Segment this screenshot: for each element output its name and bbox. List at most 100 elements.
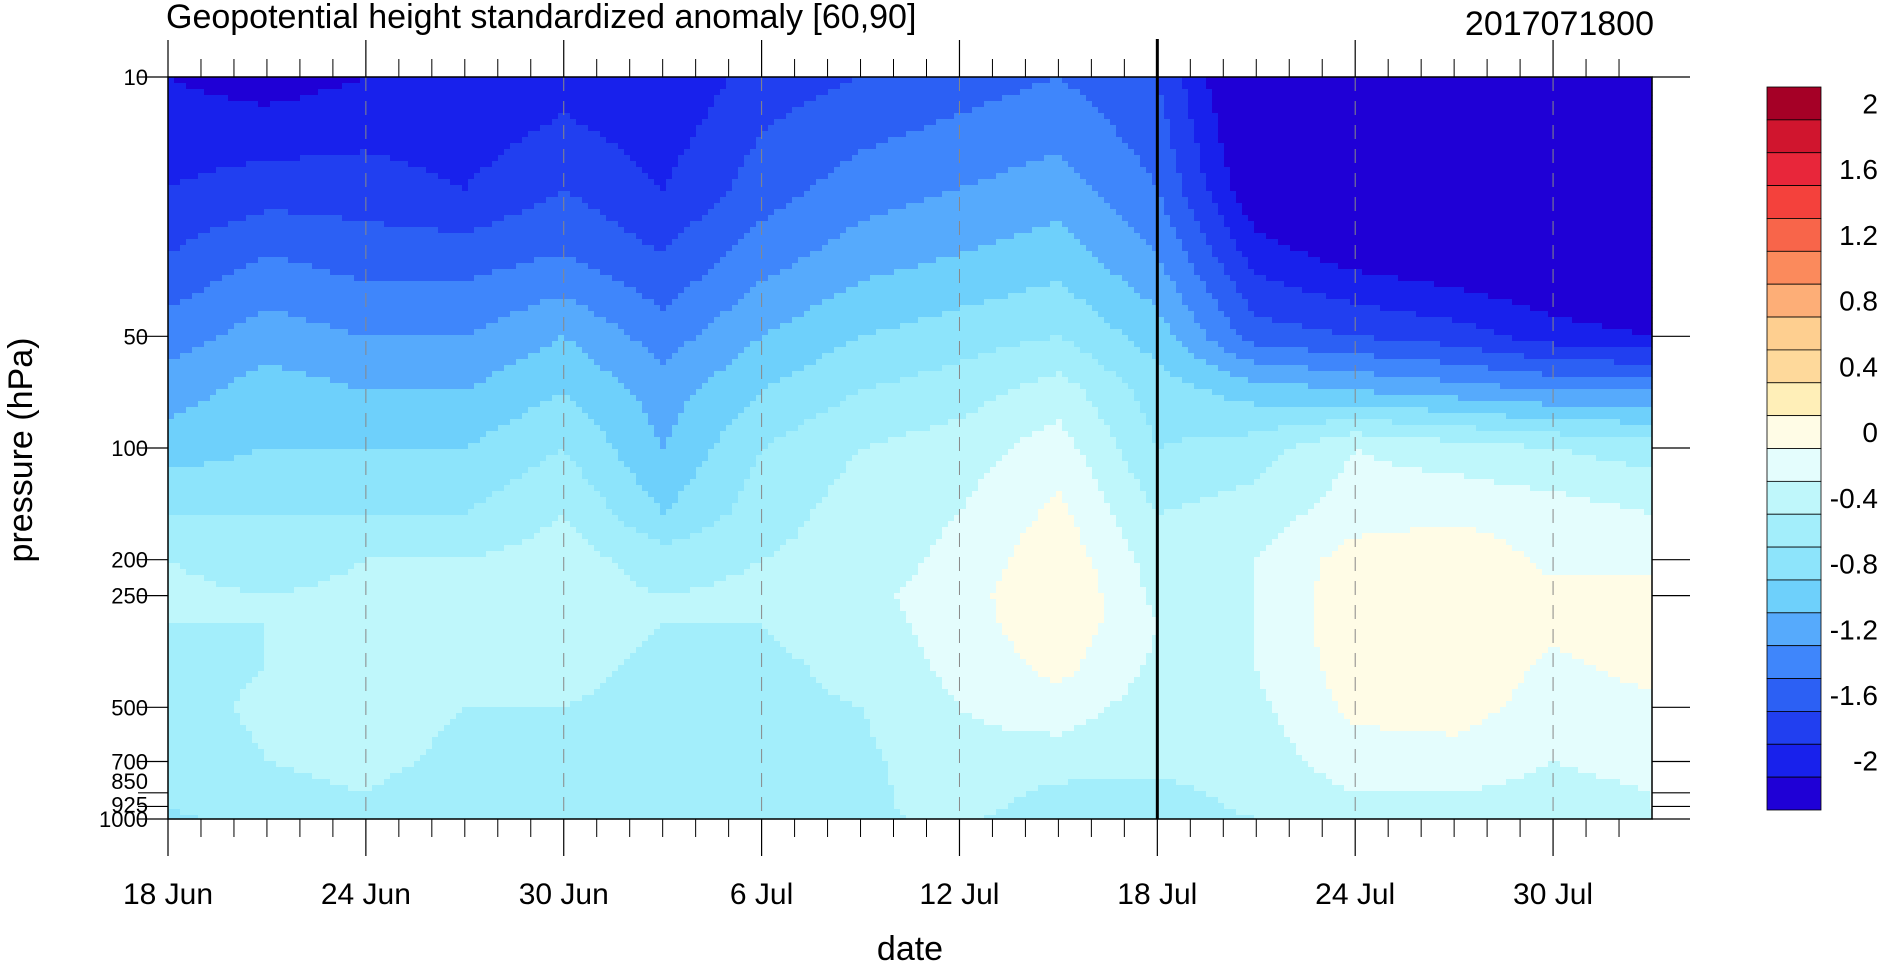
field-cell xyxy=(690,119,697,126)
field-cell xyxy=(1356,161,1363,168)
field-cell xyxy=(210,107,217,114)
field-cell xyxy=(264,131,271,138)
field-cell xyxy=(720,143,727,150)
field-cell xyxy=(762,167,769,174)
field-cell xyxy=(684,149,691,156)
field-cell xyxy=(1548,191,1555,198)
field-cell xyxy=(840,77,847,84)
field-cell xyxy=(186,77,193,84)
field-cell xyxy=(780,161,787,168)
field-cell xyxy=(996,95,1003,102)
field-cell xyxy=(966,149,973,156)
field-cell xyxy=(210,149,217,156)
field-cell xyxy=(528,107,535,114)
field-cell xyxy=(990,149,997,156)
field-cell xyxy=(180,89,187,96)
field-cell xyxy=(426,101,433,108)
field-cell xyxy=(420,119,427,126)
field-cell xyxy=(1140,131,1147,138)
field-cell xyxy=(270,197,277,204)
field-cell xyxy=(708,161,715,168)
field-cell xyxy=(588,119,595,126)
field-cell xyxy=(240,113,247,120)
field-cell xyxy=(858,101,865,108)
field-cell xyxy=(426,143,433,150)
field-cell xyxy=(1056,131,1063,138)
field-cell xyxy=(876,95,883,102)
field-cell xyxy=(696,149,703,156)
field-cell xyxy=(1068,125,1075,132)
field-cell xyxy=(606,185,613,192)
field-cell xyxy=(192,83,199,90)
field-cell xyxy=(1242,179,1249,186)
field-cell xyxy=(1536,137,1543,144)
field-cell xyxy=(1278,119,1285,126)
field-cell xyxy=(1608,179,1615,186)
field-cell xyxy=(972,113,979,120)
field-cell xyxy=(336,101,343,108)
field-cell xyxy=(1524,83,1531,90)
field-cell xyxy=(1026,155,1033,162)
field-cell xyxy=(1554,179,1561,186)
field-cell xyxy=(1050,149,1057,156)
field-cell xyxy=(858,191,865,198)
field-cell xyxy=(1578,173,1585,180)
field-cell xyxy=(792,95,799,102)
field-cell xyxy=(1098,107,1105,114)
field-cell xyxy=(984,83,991,90)
field-cell xyxy=(990,191,997,198)
field-cell xyxy=(864,125,871,132)
field-cell xyxy=(1632,161,1639,168)
field-cell xyxy=(564,119,571,126)
field-cell xyxy=(1344,89,1351,96)
field-cell xyxy=(1260,167,1267,174)
field-cell xyxy=(720,155,727,162)
field-cell xyxy=(1440,77,1447,84)
field-cell xyxy=(1182,191,1189,198)
field-cell xyxy=(1008,131,1015,138)
field-cell xyxy=(1452,167,1459,174)
field-cell xyxy=(360,95,367,102)
field-cell xyxy=(1638,107,1645,114)
field-cell xyxy=(1254,83,1261,90)
field-cell xyxy=(564,131,571,138)
field-cell xyxy=(822,89,829,96)
field-cell xyxy=(1098,131,1105,138)
field-cell xyxy=(702,89,709,96)
field-cell xyxy=(1566,173,1573,180)
field-cell xyxy=(240,89,247,96)
field-cell xyxy=(660,113,667,120)
field-cell xyxy=(348,89,355,96)
field-cell xyxy=(960,125,967,132)
field-cell xyxy=(846,161,853,168)
field-cell xyxy=(1434,95,1441,102)
field-cell xyxy=(306,155,313,162)
field-cell xyxy=(1512,185,1519,192)
field-cell xyxy=(1524,149,1531,156)
field-cell xyxy=(1620,161,1627,168)
field-cell xyxy=(1170,137,1177,144)
field-cell xyxy=(1464,143,1471,150)
field-cell xyxy=(948,173,955,180)
field-cell xyxy=(1554,155,1561,162)
field-cell xyxy=(864,89,871,96)
field-cell xyxy=(258,101,265,108)
field-cell xyxy=(1644,185,1651,192)
field-cell xyxy=(840,89,847,96)
field-cell xyxy=(432,95,439,102)
field-cell xyxy=(426,119,433,126)
field-cell xyxy=(1194,119,1201,126)
field-cell xyxy=(1092,179,1099,186)
field-cell xyxy=(414,107,421,114)
field-cell xyxy=(1548,119,1555,126)
field-cell xyxy=(1254,107,1261,114)
field-cell xyxy=(1386,149,1393,156)
field-cell xyxy=(1122,191,1129,198)
field-cell xyxy=(1572,161,1579,168)
field-cell xyxy=(432,149,439,156)
field-cell xyxy=(1074,185,1081,192)
field-cell xyxy=(840,191,847,198)
field-cell xyxy=(366,77,373,84)
field-cell xyxy=(1590,173,1597,180)
field-cell xyxy=(378,173,385,180)
